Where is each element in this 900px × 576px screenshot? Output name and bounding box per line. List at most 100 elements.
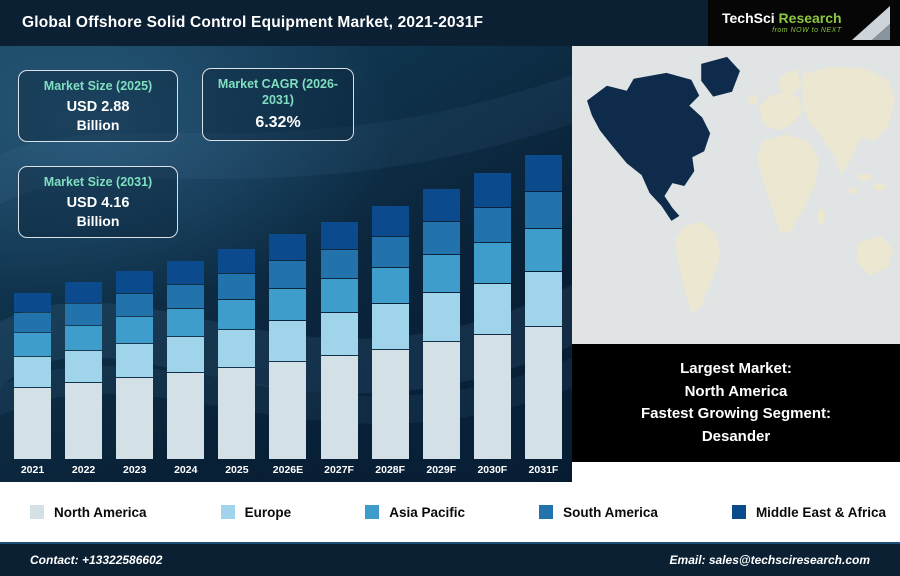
- bar-column-2026e: 2026E: [269, 234, 307, 476]
- x-axis-label: 2028F: [375, 464, 406, 476]
- bar-segment-south-america: [14, 313, 51, 332]
- market-size-2025-unit: Billion: [76, 116, 120, 133]
- bar-segment-south-america: [65, 304, 103, 325]
- bar-column-2021: 2021: [14, 293, 51, 476]
- bar-segment-south-america: [116, 294, 154, 316]
- world-map-svg: [572, 46, 900, 344]
- x-axis-label: 2025: [225, 464, 249, 476]
- bar-segment-south-america: [167, 285, 205, 308]
- bar-segment-north-america: [371, 350, 409, 459]
- continent-south-america: [675, 221, 721, 314]
- legend-swatch-icon: [30, 505, 44, 519]
- bar-stack: [14, 293, 51, 459]
- market-cagr-value: 6.32%: [255, 114, 301, 132]
- bar-segment-asia-pacific: [473, 243, 511, 283]
- callout-line-1: Largest Market:: [680, 360, 792, 377]
- bar-segment-south-america: [422, 222, 460, 254]
- callout-line-2: North America: [684, 382, 788, 400]
- logo-text: TechSci Research from NOW to NEXT: [722, 11, 842, 34]
- bar-segment-middle-east-africa: [524, 155, 562, 191]
- bar-segment-south-america: [524, 192, 562, 228]
- british-isles: [747, 94, 758, 105]
- legend-swatch-icon: [539, 505, 554, 519]
- bar-segment-europe: [320, 313, 358, 355]
- stacked-bar-chart: 2021 2022 2023 2024 2025 2026E 2027F 2028F 2029F…: [14, 155, 562, 476]
- bar-segment-europe: [218, 330, 256, 367]
- legend-item-south-america: South America: [539, 505, 658, 520]
- logo-brand-tech: TechSci: [722, 10, 775, 27]
- bar-column-2030f: 2030F: [473, 173, 511, 476]
- bar-segment-north-america: [116, 378, 154, 459]
- bar-stack: [422, 189, 460, 459]
- email-info: Email: sales@techsciresearch.com: [669, 553, 870, 567]
- island-1: [857, 173, 872, 182]
- bar-stack: [269, 234, 307, 459]
- bar-segment-europe: [269, 321, 307, 361]
- bar-column-2025: 2025: [218, 249, 256, 476]
- legend-label: Europe: [244, 504, 292, 520]
- legend-label: South America: [563, 504, 658, 520]
- bar-segment-europe: [422, 293, 460, 341]
- bar-column-2029f: 2029F: [422, 189, 460, 476]
- bar-stack: [320, 222, 358, 459]
- legend-item-middle-east-africa: Middle East & Africa: [731, 504, 886, 520]
- market-cagr-heading: Market CAGR (2026-2031): [217, 77, 339, 107]
- bar-column-2023: 2023: [116, 271, 154, 476]
- market-size-2025-box: Market Size (2025) USD 2.88 Billion: [18, 70, 178, 142]
- callout-line-4: Desander: [701, 427, 771, 445]
- bar-segment-europe: [473, 284, 511, 334]
- bar-segment-europe: [65, 351, 103, 382]
- greenland: [701, 56, 740, 97]
- bar-segment-middle-east-africa: [218, 249, 256, 273]
- logo-tagline: from NOW to NEXT: [772, 26, 842, 34]
- techsci-logo: TechSci Research from NOW to NEXT: [708, 0, 900, 46]
- bar-stack: [167, 261, 205, 459]
- bar-segment-south-america: [218, 274, 256, 299]
- bar-stack: [116, 271, 154, 459]
- market-size-2031-heading: Market Size (2031): [43, 175, 153, 189]
- bar-segment-europe: [14, 357, 51, 387]
- bar-column-2024: 2024: [167, 261, 205, 476]
- page-title: Global Offshore Solid Control Equipment …: [22, 14, 484, 31]
- bar-segment-north-america: [218, 368, 256, 459]
- legend-label: Asia Pacific: [389, 504, 465, 520]
- arrow-icon: [851, 6, 890, 40]
- bar-segment-middle-east-africa: [116, 271, 154, 293]
- bar-segment-asia-pacific: [524, 229, 562, 271]
- bar-segment-europe: [524, 272, 562, 326]
- bar-segment-middle-east-africa: [422, 189, 460, 221]
- bar-segment-middle-east-africa: [65, 282, 103, 303]
- bar-segment-asia-pacific: [320, 279, 358, 312]
- continent-north-america: [587, 72, 711, 221]
- legend-swatch-icon: [731, 505, 746, 519]
- bar-stack: [473, 173, 511, 459]
- contact-info: Contact: +13322586602: [30, 553, 163, 567]
- bar-segment-south-america: [473, 208, 511, 242]
- legend-swatch-icon: [220, 505, 235, 519]
- bar-segment-asia-pacific: [65, 326, 103, 350]
- bar-segment-south-america: [269, 261, 307, 288]
- bar-segment-north-america: [320, 356, 358, 459]
- legend-label: Middle East & Africa: [755, 504, 886, 520]
- bar-segment-north-america: [524, 327, 562, 459]
- island-3: [848, 188, 859, 195]
- bar-segment-north-america: [422, 342, 460, 459]
- bar-segment-europe: [116, 344, 154, 377]
- market-size-2031-box: Market Size (2031) USD 4.16 Billion: [18, 166, 178, 238]
- callout-line-3: Fastest Growing Segment:: [640, 405, 832, 422]
- footer-bar: Contact: +13322586602 Email: sales@techs…: [0, 542, 900, 576]
- main-content: Market Size (2025) USD 2.88 Billion Mark…: [0, 46, 900, 482]
- continent-europe: [758, 91, 803, 131]
- market-cagr-box: Market CAGR (2026-2031) 6.32%: [202, 68, 354, 142]
- legend-item-asia-pacific: Asia Pacific: [365, 505, 465, 520]
- bar-segment-north-america: [269, 362, 307, 459]
- bar-segment-asia-pacific: [167, 309, 205, 336]
- bar-segment-asia-pacific: [116, 317, 154, 343]
- bar-segment-asia-pacific: [269, 289, 307, 320]
- continent-australia: [856, 235, 893, 276]
- market-size-2031-value: USD 4.16: [66, 194, 130, 211]
- bar-segment-middle-east-africa: [269, 234, 307, 260]
- bar-stack: [218, 249, 256, 459]
- header-bar: Global Offshore Solid Control Equipment …: [0, 0, 900, 46]
